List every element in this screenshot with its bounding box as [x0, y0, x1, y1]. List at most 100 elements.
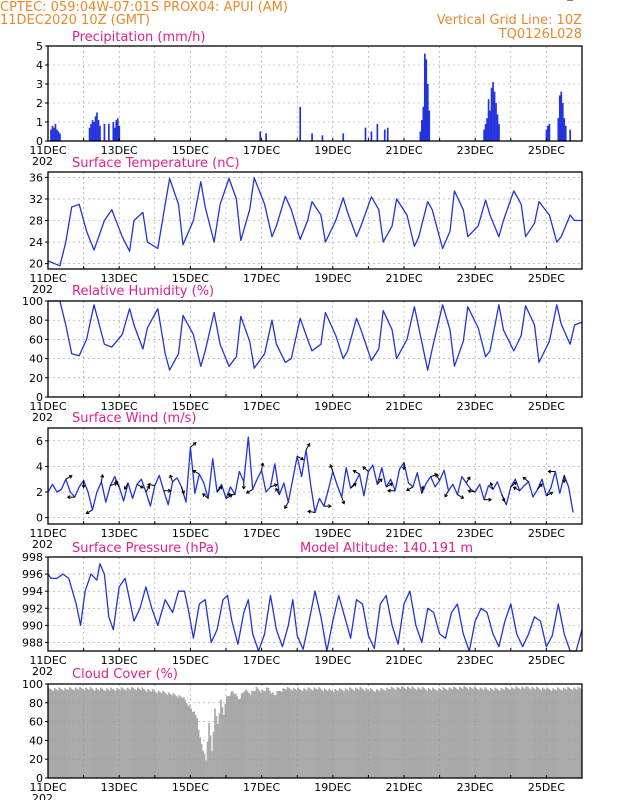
- precip-bar: [321, 135, 324, 141]
- precip-bar: [311, 133, 313, 141]
- precip-bar: [90, 123, 92, 141]
- cloud-bar: [426, 690, 428, 778]
- wind-arrow: [353, 470, 360, 475]
- cloud-bar: [335, 690, 338, 778]
- wind-xtick-label: 21DEC: [385, 527, 422, 540]
- wind-arrow: [444, 490, 449, 498]
- cloud-bar: [310, 689, 313, 778]
- precip-bar: [383, 129, 386, 141]
- cloud-bar: [375, 689, 378, 778]
- cloud-bar: [341, 690, 344, 778]
- temp-xtick-label: 15DEC: [172, 272, 209, 285]
- precip-bar: [561, 103, 564, 141]
- cloud-bar: [304, 689, 307, 778]
- precip-bar: [545, 129, 548, 141]
- wind-frame: [47, 427, 583, 525]
- wind-ytick-label: 2: [36, 486, 43, 499]
- cloud-bar: [521, 686, 523, 778]
- cloud-bar: [488, 690, 491, 778]
- cloud-bar: [363, 690, 366, 778]
- precip-bar: [560, 91, 563, 141]
- precip-bar: [342, 133, 345, 141]
- wind-arrow-head: [444, 493, 448, 498]
- precip-bar: [94, 116, 97, 141]
- cloud-bar: [274, 695, 277, 778]
- precip-ytick-label: 0: [36, 135, 43, 148]
- precip-bar: [59, 133, 61, 141]
- cloud-bar: [393, 688, 396, 778]
- cloud-ytick-label: 60: [29, 716, 43, 729]
- cloud-bar: [248, 693, 250, 778]
- cloud-bar: [498, 690, 501, 778]
- cloud-bar: [334, 688, 336, 778]
- wind-arrow-head: [435, 473, 440, 478]
- wind-arrow-head: [181, 490, 185, 495]
- wind-xtick-label: 19DEC: [314, 527, 351, 540]
- cloud-bar: [340, 689, 342, 778]
- precip-bar: [259, 131, 262, 141]
- cloud-bar: [415, 690, 418, 778]
- cloud-xaxis: 11DEC 13DEC 15DEC 17DEC 19DEC 21DEC 23DEC 25DEC…: [29, 775, 583, 800]
- cloud-bar: [187, 706, 190, 778]
- cloud-bar: [491, 689, 494, 778]
- cloud-bar: [231, 691, 234, 778]
- precip-bar: [265, 133, 267, 141]
- cloud-ytick-label: 40: [29, 734, 43, 747]
- cloud-bar: [300, 690, 302, 778]
- rh-xtick-label: 21DEC: [385, 400, 422, 413]
- wind-arrow-head: [378, 478, 383, 482]
- cloud-bar: [228, 695, 231, 778]
- cloud-bar: [449, 688, 452, 778]
- wind-arrow: [468, 490, 476, 493]
- wind-xtick-label: 13DEC: [101, 527, 138, 540]
- cloud-bar: [386, 687, 388, 778]
- cloud-bar: [547, 688, 550, 778]
- wind-arrow-head: [387, 488, 391, 493]
- precip-xtick-label: 19DEC: [314, 144, 351, 157]
- rh-xtick-label: 13DEC: [101, 400, 138, 413]
- cloud-bar: [423, 688, 425, 778]
- cloud-bar: [383, 689, 385, 778]
- cloud-bar: [417, 687, 420, 778]
- cloud-bar: [209, 735, 212, 778]
- cloud-bar: [199, 737, 201, 778]
- cloud-bar: [252, 690, 255, 778]
- cloud-bar: [380, 687, 382, 778]
- cloud-bar: [390, 686, 393, 778]
- precip-bar: [54, 123, 57, 141]
- wind-arrow: [216, 486, 222, 493]
- cloud-bar: [288, 688, 290, 778]
- cloud-bar: [420, 689, 422, 778]
- cloud-bar: [490, 688, 492, 778]
- cloud-bar: [292, 687, 295, 778]
- cloud-bar: [549, 689, 552, 778]
- pres-ytick-label: 990: [22, 619, 43, 632]
- cloud-bar: [68, 687, 71, 778]
- cloud-bar: [323, 688, 326, 778]
- cloud-bar: [540, 690, 543, 778]
- cloud-bar: [145, 691, 148, 778]
- wind-arrow-head: [226, 492, 231, 497]
- cloud-bar: [494, 687, 497, 778]
- rh-xtick-label: 11DEC: [29, 400, 66, 413]
- pres-xtick-label: 13DEC: [101, 654, 138, 667]
- cloud-bar: [479, 687, 482, 778]
- temp-ytick-label: 20: [29, 258, 43, 271]
- cloud-bar: [271, 692, 274, 778]
- cloud-bar: [565, 689, 568, 778]
- cloud-bar: [503, 689, 506, 778]
- temp-xaxis: 11DEC 13DEC 15DEC 17DEC 19DEC 21DEC 23DEC 25DEC…: [29, 266, 583, 296]
- cloud-bar: [80, 688, 83, 778]
- cloud-bar: [263, 690, 265, 778]
- wind-arrow-head: [538, 483, 543, 488]
- pres-xtick-label: 11DEC: [29, 654, 66, 667]
- cloud-bar: [58, 687, 61, 778]
- cloud-bar: [177, 697, 179, 778]
- cloud-bar: [504, 687, 507, 778]
- precip-title: Precipitation (mm/h): [72, 30, 205, 45]
- cloud-bar: [473, 686, 476, 778]
- pres-model-altitude: Model Altitude: 140.191 m: [300, 541, 473, 556]
- cloud-bar: [355, 687, 357, 778]
- cloud-bar: [344, 688, 347, 778]
